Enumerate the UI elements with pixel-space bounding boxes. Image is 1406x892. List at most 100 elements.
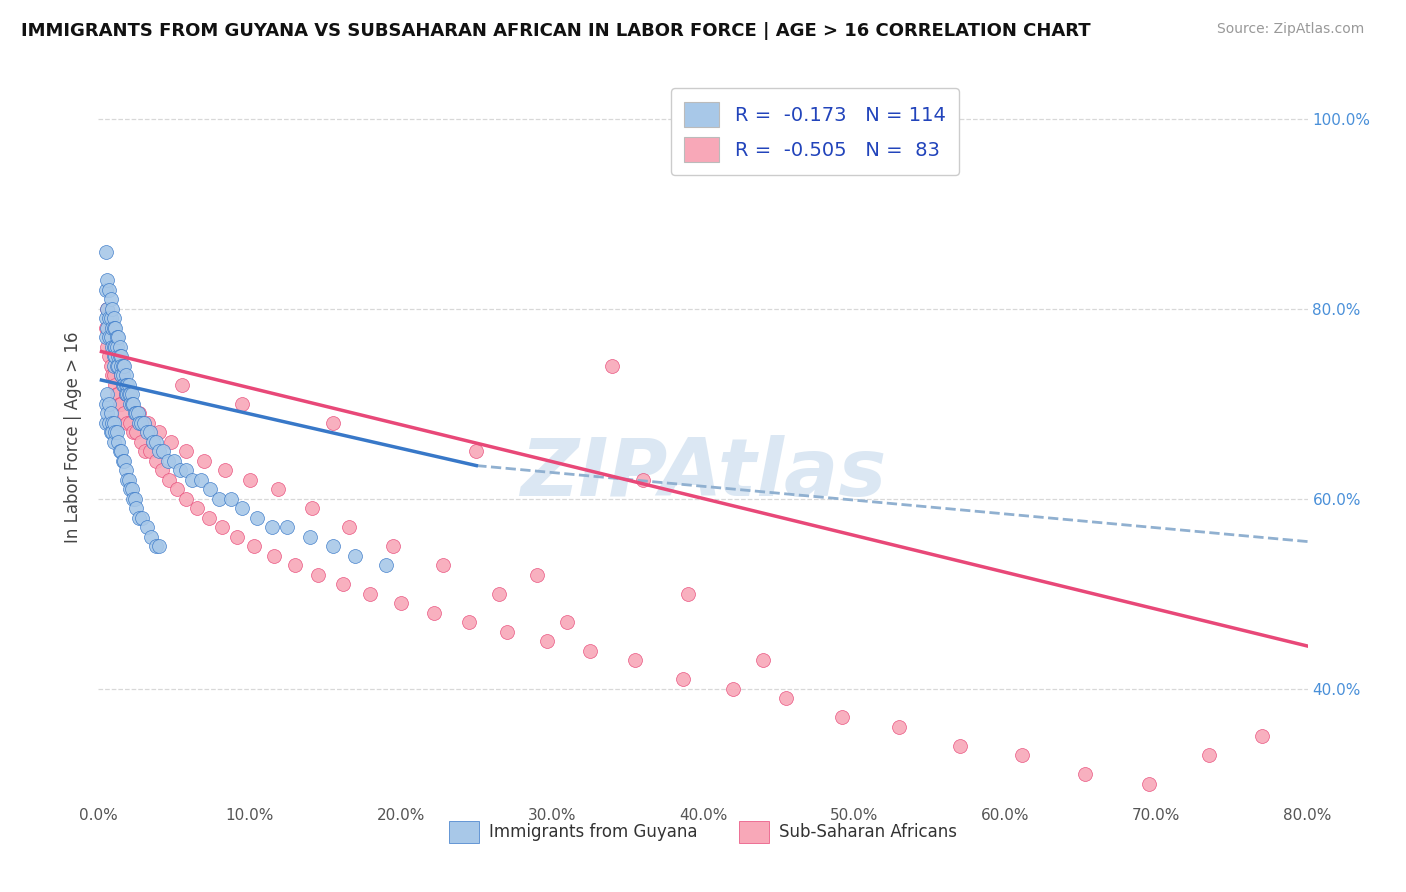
Point bbox=[103, 359, 125, 373]
Point bbox=[94, 321, 117, 335]
Point bbox=[115, 377, 138, 392]
Point bbox=[163, 454, 186, 468]
Point bbox=[262, 520, 284, 534]
Point bbox=[112, 359, 135, 373]
Point bbox=[536, 634, 558, 648]
Point bbox=[118, 473, 141, 487]
Point bbox=[101, 416, 124, 430]
Legend: Immigrants from Guyana, Sub-Saharan Africans: Immigrants from Guyana, Sub-Saharan Afri… bbox=[443, 814, 963, 849]
Point bbox=[103, 340, 125, 354]
Point bbox=[104, 349, 127, 363]
Point bbox=[101, 301, 124, 316]
Point bbox=[101, 321, 124, 335]
Point bbox=[94, 283, 117, 297]
Point bbox=[101, 425, 124, 440]
Point bbox=[105, 387, 128, 401]
Point bbox=[111, 368, 134, 383]
Point bbox=[148, 539, 170, 553]
Point bbox=[127, 406, 149, 420]
Point bbox=[145, 454, 167, 468]
Point bbox=[108, 397, 131, 411]
Point bbox=[104, 377, 127, 392]
Point bbox=[169, 463, 191, 477]
Point bbox=[98, 330, 121, 344]
Point bbox=[150, 463, 173, 477]
Point bbox=[100, 406, 122, 420]
Point bbox=[108, 444, 131, 458]
Point bbox=[115, 473, 138, 487]
Point bbox=[284, 558, 307, 573]
Point bbox=[1074, 767, 1097, 781]
Point bbox=[98, 311, 121, 326]
Point bbox=[239, 473, 262, 487]
Point bbox=[134, 444, 156, 458]
Point bbox=[159, 473, 181, 487]
Point bbox=[131, 511, 153, 525]
Point bbox=[98, 349, 121, 363]
Point bbox=[111, 359, 134, 373]
Point bbox=[889, 720, 911, 734]
Point bbox=[360, 587, 382, 601]
Point bbox=[231, 397, 253, 411]
Point bbox=[332, 577, 354, 591]
Point bbox=[104, 340, 127, 354]
Point bbox=[344, 549, 367, 563]
Point bbox=[125, 501, 148, 516]
Point bbox=[193, 454, 215, 468]
Point bbox=[1198, 748, 1220, 763]
Point bbox=[174, 444, 197, 458]
Point bbox=[128, 406, 150, 420]
Point bbox=[103, 311, 125, 326]
Point bbox=[145, 434, 167, 449]
Point bbox=[107, 387, 129, 401]
Point bbox=[267, 483, 290, 497]
Point bbox=[135, 520, 157, 534]
Point bbox=[139, 444, 162, 458]
Point bbox=[114, 463, 136, 477]
Point bbox=[111, 377, 134, 392]
Point bbox=[276, 520, 298, 534]
Point bbox=[602, 359, 624, 373]
Point bbox=[105, 340, 128, 354]
Point bbox=[111, 454, 134, 468]
Point bbox=[465, 444, 488, 458]
Point bbox=[125, 425, 148, 440]
Point bbox=[129, 434, 152, 449]
Point bbox=[100, 359, 122, 373]
Point bbox=[100, 425, 122, 440]
Point bbox=[114, 387, 136, 401]
Text: IMMIGRANTS FROM GUYANA VS SUBSAHARAN AFRICAN IN LABOR FORCE | AGE > 16 CORRELATI: IMMIGRANTS FROM GUYANA VS SUBSAHARAN AFR… bbox=[21, 22, 1091, 40]
Point bbox=[1137, 777, 1160, 791]
Point bbox=[301, 501, 323, 516]
Point bbox=[374, 558, 396, 573]
Point bbox=[115, 387, 138, 401]
Point bbox=[96, 406, 118, 420]
Point bbox=[107, 330, 129, 344]
Point bbox=[322, 539, 344, 553]
Point bbox=[211, 520, 233, 534]
Point bbox=[723, 681, 745, 696]
Point bbox=[118, 377, 141, 392]
Point bbox=[166, 483, 188, 497]
Point bbox=[103, 340, 125, 354]
Point bbox=[105, 359, 128, 373]
Point bbox=[139, 425, 162, 440]
Point bbox=[108, 349, 131, 363]
Point bbox=[141, 530, 163, 544]
Point bbox=[120, 387, 142, 401]
Point bbox=[129, 416, 152, 430]
Point bbox=[105, 359, 128, 373]
Point bbox=[96, 273, 118, 287]
Point bbox=[457, 615, 479, 630]
Point bbox=[122, 397, 145, 411]
Point bbox=[110, 368, 132, 383]
Point bbox=[100, 293, 122, 307]
Point bbox=[135, 425, 157, 440]
Point bbox=[114, 387, 136, 401]
Point bbox=[96, 301, 118, 316]
Point bbox=[752, 653, 775, 667]
Point bbox=[121, 397, 143, 411]
Point bbox=[96, 340, 118, 354]
Text: Source: ZipAtlas.com: Source: ZipAtlas.com bbox=[1216, 22, 1364, 37]
Point bbox=[197, 511, 219, 525]
